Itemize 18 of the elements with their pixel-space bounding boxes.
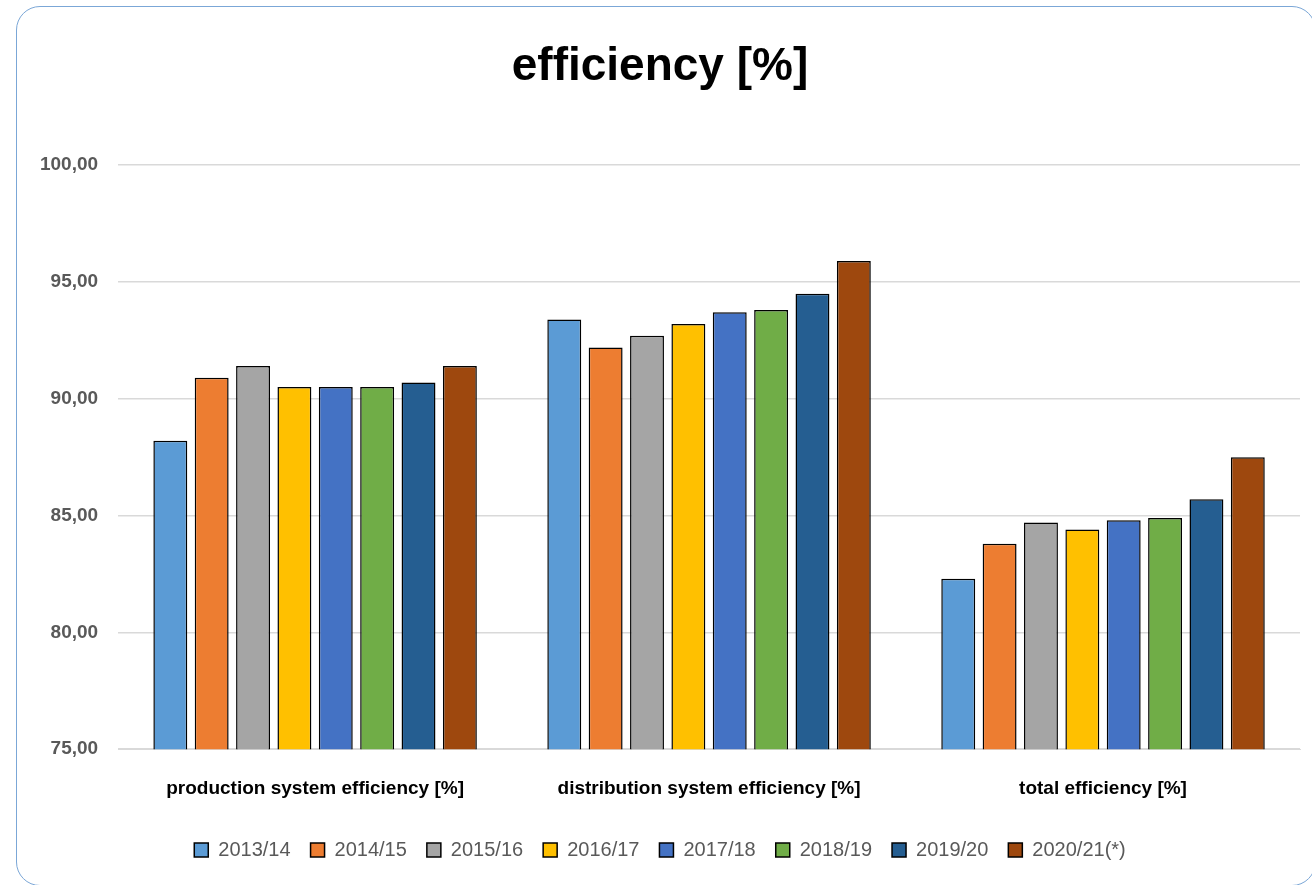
chart-title: efficiency [%] [511,38,809,91]
y-tick-label: 95,00 [50,270,99,292]
y-tick-label: 75,00 [50,737,99,759]
legend-label: 2013/14 [218,837,291,860]
x-tick-label: total efficiency [%] [1019,776,1187,798]
legend-label: 2018/19 [799,837,873,860]
x-tick-label: production system efficiency [%] [166,776,464,798]
x-tick-label: distribution system efficiency [%] [557,776,861,798]
y-tick-label: 80,00 [50,620,99,642]
y-tick-label: 90,00 [50,387,99,409]
legend-label: 2017/18 [683,837,756,860]
legend-label: 2019/20 [916,837,989,860]
legend-label: 2016/17 [567,837,640,860]
legend-label: 2014/15 [334,837,407,860]
legend-label: 2015/16 [450,837,524,860]
legend-label: 2020/21(*) [1032,837,1126,860]
y-tick-label: 100,00 [39,153,99,175]
y-tick-label: 85,00 [50,503,99,525]
